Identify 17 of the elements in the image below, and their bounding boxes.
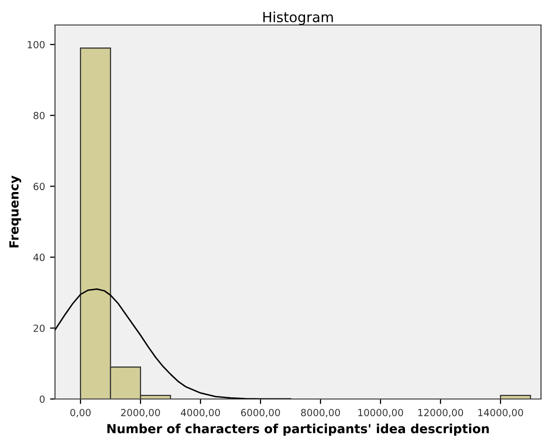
x-tick-label: 10000,00 (358, 408, 404, 418)
x-tick-label: 14000,00 (478, 408, 524, 418)
y-tick-label: 40 (33, 254, 45, 262)
x-axis-title: Number of characters of participants' idea description (107, 424, 489, 436)
y-tick-label: 20 (34, 324, 45, 332)
x-tick-label: 8000,00 (301, 408, 340, 418)
x-tick-label: 0,00 (70, 408, 91, 418)
chart-title: Histogram (263, 12, 333, 25)
y-tick-label: 0 (40, 395, 45, 403)
y-tick-label: 100 (28, 40, 45, 48)
y-axis-title: Frequency (9, 176, 22, 248)
x-tick-label: 6000,00 (241, 408, 280, 418)
y-tick-label: 60 (34, 182, 45, 190)
y-tick-label: 80 (34, 112, 45, 120)
x-tick-label: 4000,00 (180, 408, 220, 418)
x-tick-label: 12000,00 (418, 408, 464, 418)
x-tick-label: 2000,00 (121, 408, 160, 418)
